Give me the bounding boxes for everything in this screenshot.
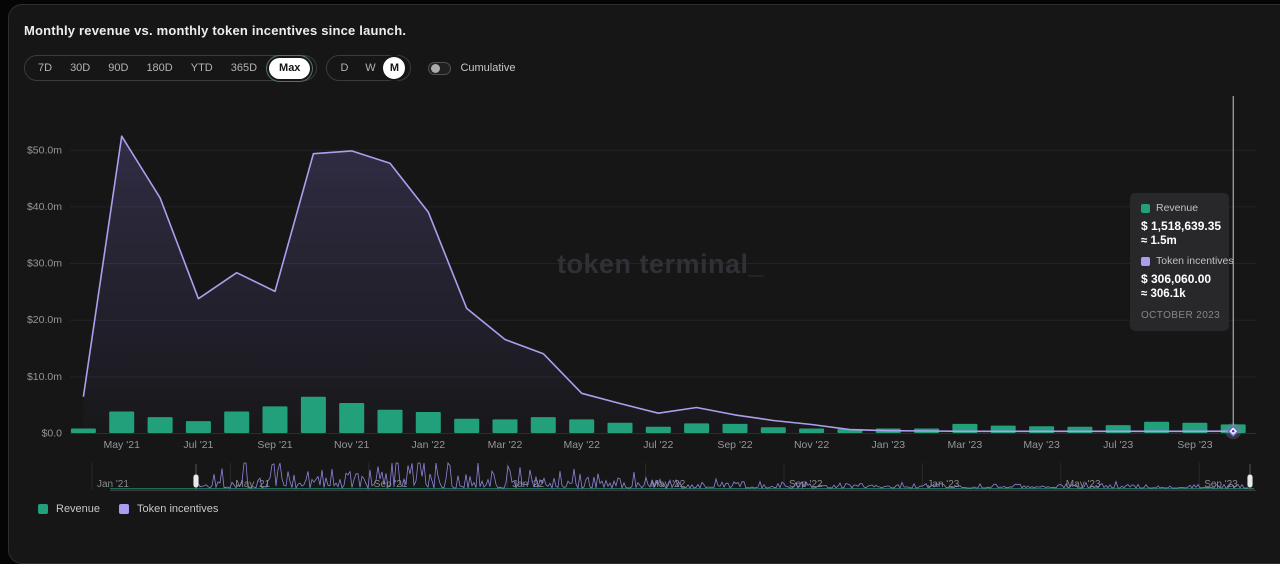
revenue-bar[interactable]: [300, 396, 326, 433]
revenue-bar[interactable]: [339, 403, 365, 433]
tooltip-series-header: Token incentives: [1141, 255, 1234, 267]
brush-handle-left[interactable]: [193, 474, 199, 488]
range-button-180d[interactable]: 180D: [137, 56, 181, 80]
revenue-bar[interactable]: [530, 417, 556, 433]
legend-label: Revenue: [56, 503, 101, 515]
chart-title: Monthly revenue vs. monthly token incent…: [24, 23, 407, 38]
granularity-button-w[interactable]: W: [357, 56, 383, 80]
x-axis-tick-label: Mar '22: [488, 439, 523, 451]
revenue-bar[interactable]: [70, 428, 96, 434]
toggle-knob-icon: [431, 63, 441, 73]
revenue-bar[interactable]: [109, 411, 135, 434]
revenue-bar[interactable]: [147, 417, 173, 433]
y-axis-tick-label: $40.0m: [27, 201, 62, 213]
x-axis-tick-label: Jul '23: [1103, 439, 1133, 451]
tooltip-period: OCTOBER 2023: [1141, 310, 1221, 321]
revenue-bar[interactable]: [607, 422, 633, 433]
y-axis-tick-label: $30.0m: [27, 258, 62, 270]
legend-item-token-incentives[interactable]: Token incentives: [119, 503, 218, 515]
y-axis-tick-label: $0.0: [42, 428, 63, 440]
x-axis-tick-label: Sep '21: [257, 439, 292, 451]
x-axis-tick-label: Sep '23: [1177, 439, 1212, 451]
legend-swatch-icon: [38, 504, 48, 514]
range-button-365d[interactable]: 365D: [222, 56, 266, 80]
legend-item-revenue[interactable]: Revenue: [38, 503, 100, 515]
range-button-7d[interactable]: 7D: [29, 56, 61, 80]
revenue-bar[interactable]: [185, 421, 211, 433]
tooltip-series-value: $ 1,518,639.35: [1141, 219, 1222, 233]
revenue-bar[interactable]: [454, 418, 480, 433]
x-axis-tick-label: Jul '22: [643, 439, 673, 451]
series-swatch-icon: [1141, 203, 1150, 213]
tooltip-series-approx: ≈ 306.1k: [1141, 288, 1186, 300]
x-axis-tick-label: Nov '21: [334, 439, 369, 451]
revenue-bar[interactable]: [722, 423, 748, 433]
x-axis-tick-label: Mar '23: [948, 439, 983, 451]
revenue-bar[interactable]: [645, 426, 671, 433]
brush-tick-label: Sep '21: [374, 479, 408, 490]
chart-legend: Revenue Token incentives: [38, 503, 218, 515]
revenue-bar[interactable]: [760, 427, 786, 433]
revenue-bar[interactable]: [569, 419, 595, 433]
tooltip-series-approx: ≈ 1.5m: [1141, 235, 1177, 247]
brush-token-incentives-line: [195, 461, 1248, 490]
granularity-button-d[interactable]: D: [331, 56, 357, 80]
y-axis-tick-label: $10.0m: [27, 371, 62, 383]
range-button-max[interactable]: Max: [269, 57, 311, 79]
y-axis-tick-label: $20.0m: [27, 314, 62, 326]
revenue-bar[interactable]: [799, 428, 825, 434]
revenue-bar[interactable]: [492, 419, 518, 433]
watermark: token terminal_: [557, 249, 765, 279]
revenue-bar[interactable]: [262, 406, 288, 433]
time-range-selector: 7D 30D 90D 180D YTD 365D Max: [24, 55, 318, 81]
cumulative-label: Cumulative: [460, 62, 516, 74]
y-axis-tick-label: $50.0m: [27, 144, 62, 156]
grid-lines: $0.0 $10.0m $20.0m $30.0m $40.0m $50.0m: [27, 144, 1256, 440]
x-axis-tick-label: Sep '22: [717, 439, 752, 451]
x-axis-tick-label: May '22: [563, 439, 600, 451]
x-axis-tick-label: Nov '22: [794, 439, 829, 451]
x-axis-tick-label: May '21: [103, 439, 140, 451]
revenue-bar[interactable]: [684, 423, 710, 433]
legend-swatch-icon: [119, 504, 130, 514]
x-axis-tick-label: Jan '23: [872, 439, 906, 451]
range-button-30d[interactable]: 30D: [61, 56, 99, 80]
brush-tick-label: Sep '22: [789, 479, 823, 490]
tooltip-series-value: $ 306,060.00: [1141, 272, 1212, 286]
tooltip-series-label: Token incentives: [1156, 255, 1234, 267]
token-incentives-line: [82, 135, 1234, 433]
legend-label: Token incentives: [137, 503, 219, 515]
x-axis-tick-label: Jan '22: [412, 439, 446, 451]
x-axis-labels: May '21 Jul '21 Sep '21 Nov '21 Jan '22 Mar '…: [103, 439, 1212, 451]
range-button-ytd[interactable]: YTD: [182, 56, 222, 80]
token-incentives-area: [83, 136, 1234, 433]
brush-tick-label: Sep '23: [1204, 479, 1238, 490]
revenue-bar[interactable]: [1144, 421, 1170, 433]
revenue-bar[interactable]: [377, 409, 403, 433]
brush-handle-right[interactable]: [1247, 474, 1253, 488]
marker-dot: [1232, 430, 1235, 433]
x-axis-tick-label: May '23: [1023, 439, 1060, 451]
main-chart[interactable]: $0.0 $10.0m $20.0m $30.0m $40.0m $50.0m May '2…: [0, 0, 1280, 460]
active-point-marker-icon: [1225, 423, 1242, 440]
granularity-button-m[interactable]: M: [383, 57, 406, 79]
revenue-bar[interactable]: [1182, 422, 1208, 433]
x-axis-tick-label: Jul '21: [183, 439, 213, 451]
brush-tick-label: Jan '21: [97, 479, 129, 490]
brush-tick-label: May '23: [1066, 479, 1101, 490]
series-swatch-icon: [1141, 256, 1150, 266]
brush-tick-label: May '21: [235, 479, 270, 490]
revenue-bar[interactable]: [415, 412, 441, 433]
brush-minimap[interactable]: Jan '21 May '21 Sep '21 Jan '22 May '22 Sep '…: [0, 460, 1280, 494]
tooltip-series-label: Revenue: [1156, 202, 1199, 214]
chart-tooltip: Revenue $ 1,518,639.35 ≈ 1.5m Token incenti…: [1130, 193, 1234, 331]
revenue-bar[interactable]: [224, 411, 250, 434]
tooltip-series-header: Revenue: [1141, 202, 1218, 214]
cumulative-toggle[interactable]: Cumulative: [428, 61, 516, 75]
toggle-switch-icon[interactable]: [428, 61, 452, 75]
range-button-90d[interactable]: 90D: [99, 56, 137, 80]
